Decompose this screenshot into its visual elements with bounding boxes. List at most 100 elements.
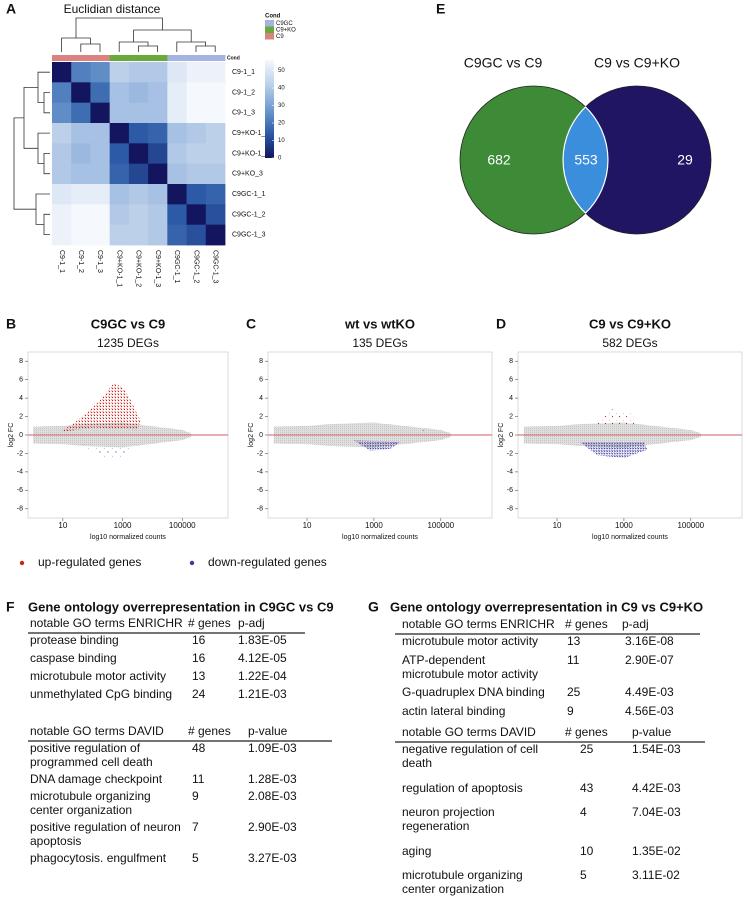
p-value: 3.27E-03 [248, 851, 297, 865]
table-header: # genes [188, 724, 231, 738]
go-term: G-quadruplex DNA binding [402, 685, 545, 699]
gene-count: 48 [192, 741, 206, 755]
table-header: notable GO terms DAVID [402, 725, 536, 739]
heatmap-cell [109, 184, 130, 205]
row-label: C9+KO-1_2 [232, 150, 269, 157]
plot-subtitle: 1235 DEGs [97, 336, 159, 350]
venn-label: C9GC vs C9 [464, 55, 543, 71]
heatmap-cell [167, 184, 187, 205]
go-term: positive regulation of neuron apoptosis [30, 820, 181, 848]
heatmap-cell [90, 123, 111, 144]
y-tick-label: 2 [259, 413, 263, 420]
heatmap-cell [71, 184, 91, 205]
plot-subtitle: 582 DEGs [602, 336, 657, 350]
heatmap-title: Euclidian distance [64, 2, 161, 16]
gene-cloud [80, 444, 135, 459]
table-header: p-adj [238, 616, 265, 630]
heatmap-cell [186, 143, 207, 165]
gene-count: 10 [580, 844, 594, 858]
heatmap-cell [71, 82, 91, 104]
heatmap-cell [90, 163, 111, 185]
annotation-cell [148, 55, 168, 61]
heatmap-cell [128, 82, 149, 104]
heatmap-cell [109, 102, 130, 124]
y-tick-label: -4 [17, 469, 23, 476]
p-value: 4.56E-03 [625, 704, 674, 718]
heatmap-cell [71, 102, 91, 124]
heatmap-cell [128, 143, 149, 165]
y-tick-label: -4 [507, 469, 513, 476]
heatmap-cell [205, 184, 226, 205]
y-axis-label: log2 FC [8, 423, 15, 448]
p-value: 1.09E-03 [248, 741, 297, 755]
y-tick-label: 8 [509, 358, 513, 365]
panel-title: Gene ontology overrepresentation in C9 v… [390, 599, 703, 614]
colorbar-tick-label: 40 [278, 86, 285, 92]
table-header: # genes [565, 725, 608, 739]
heatmap-cell [205, 143, 226, 165]
row-label: C9GC-1_1 [232, 191, 266, 198]
heatmap-cell [205, 224, 226, 246]
annotation-cell [205, 55, 226, 61]
heatmap-cell [71, 163, 91, 185]
colorbar [265, 60, 274, 158]
go-term: caspase binding [30, 651, 117, 665]
table-header: notable GO terms ENRICHR [402, 617, 555, 631]
row-label: C9GC-1_3 [232, 232, 266, 239]
gene-count: 43 [580, 781, 594, 795]
legend-swatch [265, 33, 274, 40]
p-value: 1.21E-03 [238, 687, 287, 701]
column-dendrogram [61, 17, 216, 52]
y-tick-label: -8 [507, 506, 513, 513]
p-value: 7.04E-03 [632, 805, 681, 819]
legend-swatch [265, 26, 274, 33]
go-term: microtubule motor activity [402, 634, 538, 648]
heatmap-cell [148, 204, 168, 226]
go-term: protease binding [30, 633, 119, 647]
y-tick-label: -2 [507, 450, 513, 457]
gene-count: 5 [580, 868, 587, 882]
legend-swatch [265, 20, 274, 27]
y-tick-label: 6 [19, 377, 23, 384]
heatmap-cell [90, 184, 111, 205]
y-tick-label: -8 [257, 506, 263, 513]
column-label: C9GC-1_2 [192, 250, 199, 284]
y-tick-label: 6 [509, 377, 513, 384]
colorbar-tick-label: 30 [278, 103, 285, 109]
heatmap-cell [52, 123, 72, 144]
row-dendrogram [13, 71, 50, 235]
y-tick-label: 2 [509, 413, 513, 420]
heatmap-cell [52, 163, 72, 185]
y-tick-label: -2 [257, 450, 263, 457]
p-value: 4.12E-05 [238, 651, 287, 665]
y-tick-label: 8 [19, 358, 23, 365]
heatmap-cell [167, 224, 187, 246]
gene-cloud [353, 440, 401, 451]
y-axis-label: log2 FC [248, 423, 255, 448]
table-header: # genes [188, 616, 231, 630]
gene-count: 24 [192, 687, 206, 701]
x-tick-label: 100000 [169, 521, 196, 530]
y-tick-label: -2 [17, 450, 23, 457]
heatmap-cell [128, 184, 149, 205]
x-tick-label: 1000 [365, 521, 383, 530]
heatmap-cell [71, 143, 91, 165]
panel-letter: E [436, 1, 445, 17]
p-value: 1.35E-02 [632, 844, 681, 858]
go-term: negative regulation of cell death [402, 742, 538, 770]
p-value: 1.22E-04 [238, 669, 287, 683]
column-label: C9+KO-1_2 [135, 250, 142, 287]
colorbar-tick-label: 50 [278, 68, 285, 74]
table-header: p-value [248, 724, 288, 738]
venn-count: 29 [677, 152, 693, 168]
heatmap-cell [52, 204, 72, 226]
go-term: neuron projection regeneration [402, 805, 495, 833]
heatmap-cell [186, 123, 207, 144]
heatmap-cell [109, 204, 130, 226]
heatmap-cell [52, 102, 72, 124]
gene-count: 16 [192, 633, 206, 647]
go-term: microtubule organizing center organizatio… [402, 868, 523, 896]
column-label: C9-1_1 [58, 250, 65, 273]
gene-count: 11 [192, 772, 205, 786]
go-term: actin lateral binding [402, 704, 505, 718]
